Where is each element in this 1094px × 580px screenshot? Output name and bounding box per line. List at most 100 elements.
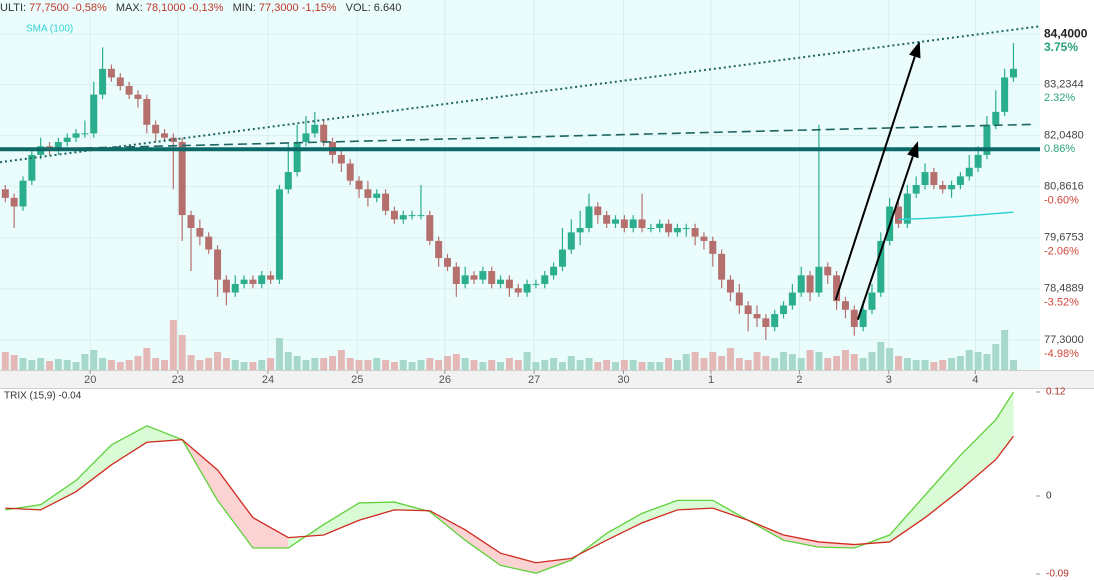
volume-bar <box>169 320 177 370</box>
volume-bar <box>258 360 266 370</box>
volume-bar <box>718 356 726 370</box>
trend-line <box>0 123 1035 151</box>
candle-body <box>196 228 204 237</box>
candle-body <box>859 309 867 327</box>
volume-bar <box>656 362 664 370</box>
fill-between <box>40 480 77 510</box>
fill-between <box>252 517 289 549</box>
candle-body <box>788 292 796 306</box>
candle-body <box>992 111 1000 125</box>
header-label: MAX: <box>116 2 143 14</box>
volume-bar <box>532 362 540 370</box>
fill-between <box>359 502 395 521</box>
candle-body <box>426 215 434 241</box>
indicator-title: TRIX (15,9) -0.04 <box>4 391 82 402</box>
volume-bar <box>514 360 522 370</box>
volume-bar <box>771 358 779 370</box>
volume-bar <box>46 361 54 370</box>
fill-between <box>606 513 643 541</box>
volume-bar <box>558 362 566 370</box>
volume-bar <box>116 362 124 370</box>
volume-bar <box>930 362 938 370</box>
volume-bar <box>28 360 36 370</box>
volume-bar <box>443 356 451 370</box>
candle-body <box>337 154 345 164</box>
header-change: -0,13% <box>189 2 224 14</box>
y-tick-label: 82,0480 <box>1044 130 1084 142</box>
volume-bar <box>293 356 301 370</box>
x-tick-label: 25 <box>351 374 363 386</box>
volume-bar <box>859 358 867 370</box>
candle-body <box>240 279 248 284</box>
trix-panel <box>5 391 1040 575</box>
y-tick-label: 0.12 <box>1046 387 1066 398</box>
header-value: 78,1000 <box>146 2 186 14</box>
x-tick-label: 3 <box>886 374 892 386</box>
fill-between <box>889 495 926 542</box>
volume-bar <box>903 358 911 370</box>
volume-bar <box>956 356 964 370</box>
volume-bar <box>417 360 425 370</box>
volume-bar <box>320 358 328 370</box>
candle-body <box>762 318 770 327</box>
fill-between <box>818 541 855 549</box>
candle-body <box>647 228 655 230</box>
fill-between <box>783 535 819 548</box>
candle-body <box>399 215 407 220</box>
volume-bar <box>992 344 1000 370</box>
volume-bar <box>479 362 487 370</box>
volume-bar <box>806 350 814 370</box>
fill-between <box>465 529 501 566</box>
candle-body <box>523 283 531 293</box>
candle-body <box>965 167 973 177</box>
volume-bar <box>134 356 142 370</box>
candle-body <box>930 172 938 185</box>
volume-bar <box>249 362 257 370</box>
candle-body <box>311 124 319 134</box>
volume-bar <box>1009 360 1017 370</box>
volume-bar <box>788 354 796 370</box>
y2-tick-label: -2.06% <box>1044 245 1079 257</box>
volume-bar <box>877 342 885 370</box>
arrow-head <box>909 41 921 59</box>
volume-bar <box>461 358 469 370</box>
x-tick-label: 30 <box>617 374 629 386</box>
candle-body <box>585 206 593 229</box>
volume-bar <box>81 354 89 370</box>
candle-body <box>461 275 469 284</box>
volume-bar <box>744 360 752 370</box>
volume-bar <box>691 352 699 370</box>
volume-bar <box>594 362 602 370</box>
candle-body <box>514 288 522 293</box>
candle-body <box>479 271 487 280</box>
x-tick-label: 4 <box>972 374 978 386</box>
volume-bar <box>10 355 18 370</box>
header-value: 77,7500 <box>29 2 69 14</box>
volume-bar <box>665 358 673 370</box>
candle-body <box>346 163 354 181</box>
volume-bar <box>638 362 646 370</box>
candle-body <box>673 228 681 233</box>
volume-bar <box>267 358 275 370</box>
volume-bar <box>390 362 398 370</box>
fill-between <box>677 500 713 510</box>
candle-body <box>390 210 398 220</box>
candle-body <box>267 275 275 280</box>
candle-body <box>700 236 708 241</box>
candle-body <box>815 266 823 293</box>
candle-body <box>81 133 89 135</box>
volume-bar <box>841 350 849 370</box>
volume-bar <box>355 360 363 370</box>
volume-bar <box>585 358 593 370</box>
candle-body <box>656 223 664 229</box>
volume-bar <box>965 350 973 370</box>
volume-bar <box>187 355 195 370</box>
candle-body <box>19 180 27 207</box>
candle-body <box>903 193 911 224</box>
volume-bar <box>541 360 549 370</box>
arrow-shaft <box>834 56 916 301</box>
volume-bar <box>196 360 204 370</box>
volume-bar <box>72 362 80 370</box>
volume-bar <box>603 360 611 370</box>
candle-body <box>293 141 301 173</box>
